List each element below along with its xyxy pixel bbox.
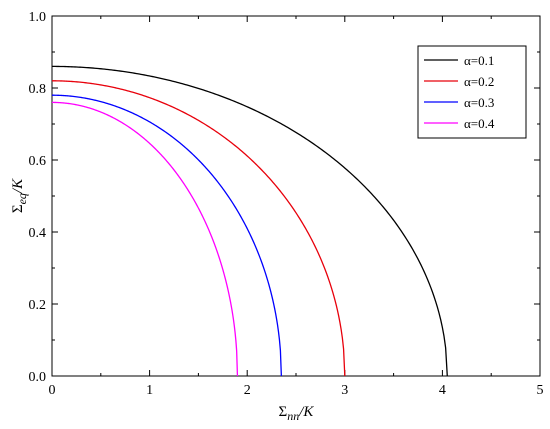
legend-label-1: α=0.2 <box>464 74 494 89</box>
y-tick-label-2: 0.4 <box>29 226 47 241</box>
plot-area: 0 1 2 3 4 5 0.0 0.2 0.4 0.6 0.8 1.0 Σnn/K Σeq/K α=0.1 α… <box>10 10 544 423</box>
y-tick-label-4: 0.8 <box>29 82 47 97</box>
x-axis-label: Σnn/K <box>279 404 315 423</box>
x-tick-label-0: 0 <box>49 383 56 398</box>
y-tick-label-0: 0.0 <box>29 370 47 385</box>
x-tick-label-4: 4 <box>439 383 446 398</box>
series-line-1 <box>52 80 346 377</box>
series-line-3 <box>52 101 239 377</box>
y-tick-label-3: 0.6 <box>29 154 47 169</box>
y-tick-label-1: 0.2 <box>29 298 47 313</box>
x-tick-label-3: 3 <box>341 383 348 398</box>
series-line-0 <box>52 65 448 377</box>
x-tick-label-1: 1 <box>146 383 153 398</box>
x-tick-label-2: 2 <box>244 383 251 398</box>
legend-label-0: α=0.1 <box>464 53 494 68</box>
series-line-2 <box>52 94 283 377</box>
y-axis-label: Σeq/K <box>10 178 29 213</box>
legend-label-3: α=0.4 <box>464 116 495 131</box>
legend-label-2: α=0.3 <box>464 95 494 110</box>
y-tick-label-5: 1.0 <box>29 10 47 25</box>
x-tick-label-5: 5 <box>537 383 544 398</box>
